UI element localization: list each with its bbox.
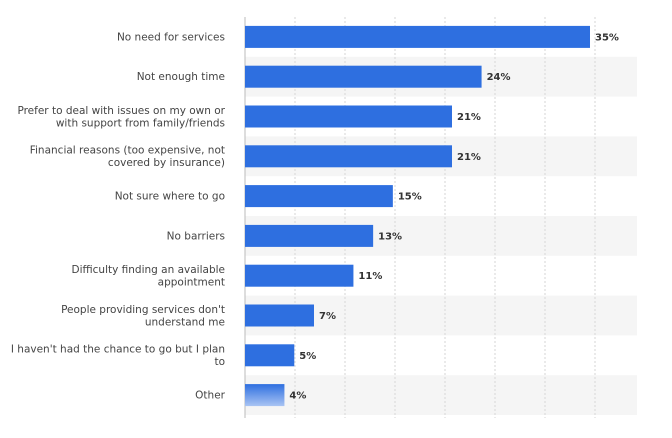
category-label-line: with support from family/friends <box>56 117 225 129</box>
bar <box>245 384 285 407</box>
value-label: 21% <box>457 112 481 123</box>
category-label-line: to <box>214 356 225 368</box>
category-label-line: understand me <box>145 316 225 328</box>
category-label-line: appointment <box>158 276 225 288</box>
value-label: 7% <box>319 311 336 322</box>
grid-lines <box>244 17 596 418</box>
category-label: No need for services <box>117 31 225 43</box>
category-label-line: No barriers <box>167 230 225 242</box>
category-label: Prefer to deal with issues on my own or w… <box>17 105 225 130</box>
bar <box>245 264 354 287</box>
category-label: No barriers <box>167 230 225 242</box>
category-label-line: Difficulty finding an available <box>72 264 226 276</box>
category-label-line: I haven't had the chance to go but I pla… <box>11 344 225 356</box>
bar <box>245 65 482 88</box>
value-label: 24% <box>487 72 511 83</box>
category-labels: No need for services Not enough time Prefe… <box>11 31 226 401</box>
category-label-line: Other <box>195 390 225 402</box>
value-label: 4% <box>289 391 306 402</box>
category-label-line: No need for services <box>117 31 225 43</box>
bar <box>245 145 452 168</box>
bar <box>245 224 374 247</box>
bar <box>245 25 590 48</box>
category-label: Financial reasons (too expensive, not cov… <box>30 145 225 170</box>
category-label: Not sure where to go <box>115 191 225 203</box>
value-label: 13% <box>378 231 402 242</box>
category-label-line: Not sure where to go <box>115 191 225 203</box>
value-label: 21% <box>457 152 481 163</box>
value-label: 35% <box>595 32 619 43</box>
bar <box>245 105 452 128</box>
category-label-line: Not enough time <box>137 71 225 83</box>
value-label: 15% <box>398 192 422 203</box>
category-label-line: covered by insurance) <box>108 157 225 169</box>
value-label: 11% <box>358 271 382 282</box>
category-label: People providing services don't understan… <box>61 304 225 329</box>
bar <box>245 185 393 208</box>
category-label: Not enough time <box>137 71 225 83</box>
value-labels: 35% 24% 21% 21% 15% 13% 11% 7% 5% 4% <box>289 32 619 401</box>
category-label-line: Financial reasons (too expensive, not <box>30 145 225 157</box>
category-label-line: Prefer to deal with issues on my own or <box>17 105 225 117</box>
category-label-line: People providing services don't <box>61 304 225 316</box>
row-band <box>245 375 637 415</box>
bars <box>245 25 590 407</box>
category-label: Other <box>195 390 225 402</box>
value-label: 5% <box>299 351 316 362</box>
bar <box>245 344 295 367</box>
category-label: Difficulty finding an available appointme… <box>72 264 226 289</box>
bar <box>245 304 314 327</box>
category-label: I haven't had the chance to go but I pla… <box>11 344 225 369</box>
